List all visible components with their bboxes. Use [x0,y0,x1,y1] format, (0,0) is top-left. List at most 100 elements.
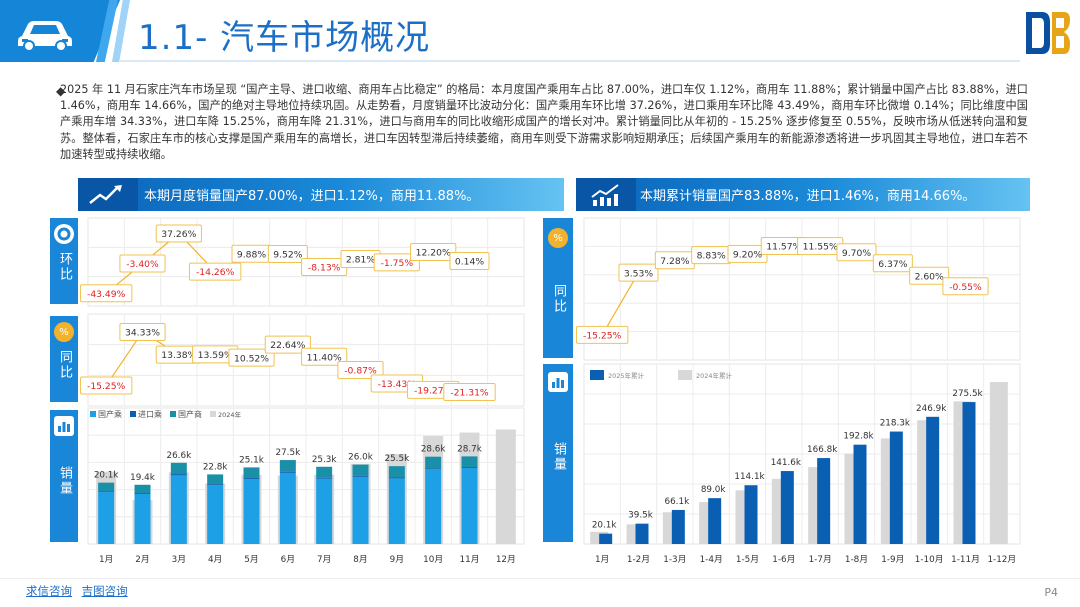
data-label-box [373,253,420,272]
side-cum-yoy: % 同比 [543,218,573,358]
bar-commercial [207,474,224,485]
banner-cumulative: 本期累计销量国产83.88%，进口1.46%，商用14.66%。 [576,178,1030,211]
x-tick-label: 2月 [135,554,149,565]
data-label: 6.37% [872,254,913,273]
data-label-box [836,243,877,262]
x-tick-label: 1-3月 [663,554,686,565]
x-tick-label: 10月 [423,554,443,565]
data-label: -15.25% [79,376,133,395]
chart-monthly-sales: 国产乘 进口乘 国产商 2024年 20.1k 1月 19.4k 2月 26.6k 3月 22.8k… [87,407,525,565]
side-cum-sales-label: 销量 [551,442,566,472]
bar-import [425,468,442,470]
data-label-text: 34.33% [125,328,160,339]
legend-label: 进口乘 [138,409,162,419]
header-divider [120,60,1020,62]
logo-icon [1026,12,1070,54]
data-label-box [618,263,659,282]
bar-domestic [388,478,405,544]
bar-domestic [170,475,187,544]
data-label-text: 2.60% [915,271,944,282]
data-label: 0.14% [449,251,490,270]
bar-domestic [134,493,151,544]
bar-total-label: 26.6k [166,451,192,461]
data-label-text: 37.26% [161,229,196,240]
percent-icon: % [548,228,568,248]
data-label-box [942,277,989,296]
bar-commercial [243,467,260,479]
bar-value-label: 89.0k [701,485,727,495]
data-label: 34.33% [119,322,166,341]
x-tick-label: 1-6月 [772,554,795,565]
bar-value-label: 20.1k [592,521,618,531]
x-tick-label: 9月 [390,554,404,565]
bar-domestic [98,492,115,544]
side-sales-label: 销量 [57,466,72,496]
data-label-text: 8.83% [697,251,726,262]
data-label-text: 22.64% [270,340,305,351]
legend-label: 2024年 [218,410,242,419]
bar-import [316,477,333,479]
data-label: 9.70% [836,243,877,262]
chart-monthly-yoy: -15.25% 34.33%13.38% 13.59% 10.52%22.64%11.… [79,313,525,407]
footer-link-2[interactable]: 吉图咨询 [81,584,128,598]
data-label-box [301,347,348,366]
bar-value-label: 192.8k [843,432,874,442]
x-tick-label: 1-5月 [736,554,759,565]
x-tick-label: 1月 [99,554,113,565]
x-tick-label: 6月 [281,554,295,565]
data-label: 10.52% [228,348,275,367]
data-label-text: 0.14% [455,257,484,268]
x-tick-label: 12月 [496,554,516,565]
legend: 国产乘 进口乘 国产商 2024年 [90,409,242,419]
data-label: 2.60% [909,266,950,285]
data-label: 8.83% [691,246,732,265]
data-label-box [79,376,133,395]
data-label-box [119,254,166,273]
footer-link-1[interactable]: 求信咨询 [26,584,72,598]
data-label-box [264,335,311,354]
legend-swatch [90,411,96,417]
legend-swatch [170,411,176,417]
data-label-text: -21.31% [450,388,489,399]
data-label-box [155,224,202,243]
trend-line-icon [78,178,138,211]
data-label-text: 7.28% [660,256,689,267]
data-label-text: 9.70% [842,248,871,259]
data-label-text: 12.20% [416,248,451,259]
data-label-text: 2.81% [346,255,375,266]
data-label-text: -13.43% [378,379,417,390]
x-tick-label: 1-9月 [881,554,904,565]
bar-commercial [461,456,478,468]
bar-2025-cum [817,458,831,544]
x-tick-label: 1-12月 [987,554,1016,565]
bar-value-label: 66.1k [664,497,690,507]
data-label-text: 6.37% [878,259,907,270]
bar-chart-icon [54,416,74,436]
data-label: -43.49% [79,284,133,303]
data-label-text: -43.49% [87,289,126,300]
x-tick-label: 1-7月 [809,554,832,565]
x-tick-label: 11月 [460,554,480,565]
bar-2025-cum [635,523,649,544]
page-number: P4 [1044,586,1058,599]
data-label: -0.87% [337,360,384,379]
side-sales: 销量 [50,410,78,542]
bar-total-label: 25.1k [239,455,265,465]
bar-value-label: 39.5k [628,511,654,521]
data-label-text: 9.88% [237,249,266,260]
gridlines [583,363,1021,545]
bar-total-label: 25.5k [384,454,410,464]
chart-monthly-mom: -43.49% -3.40% 37.26% -14.26%9.88% 9.52% -8.1… [79,217,525,307]
x-tick-label: 7月 [317,554,331,565]
x-tick-label: 4月 [208,554,222,565]
x-tick-label: 1-4月 [700,554,723,565]
x-tick-label: 1-11月 [951,554,980,565]
data-label-box [79,284,133,303]
legend-label: 国产商 [178,409,202,419]
data-label: -0.55% [942,277,989,296]
data-label: -15.25% [575,325,629,344]
bar-commercial [134,484,151,494]
bar-import [170,474,187,476]
data-label-text: -8.13% [308,263,341,274]
bar-value-label: 218.3k [880,419,911,429]
